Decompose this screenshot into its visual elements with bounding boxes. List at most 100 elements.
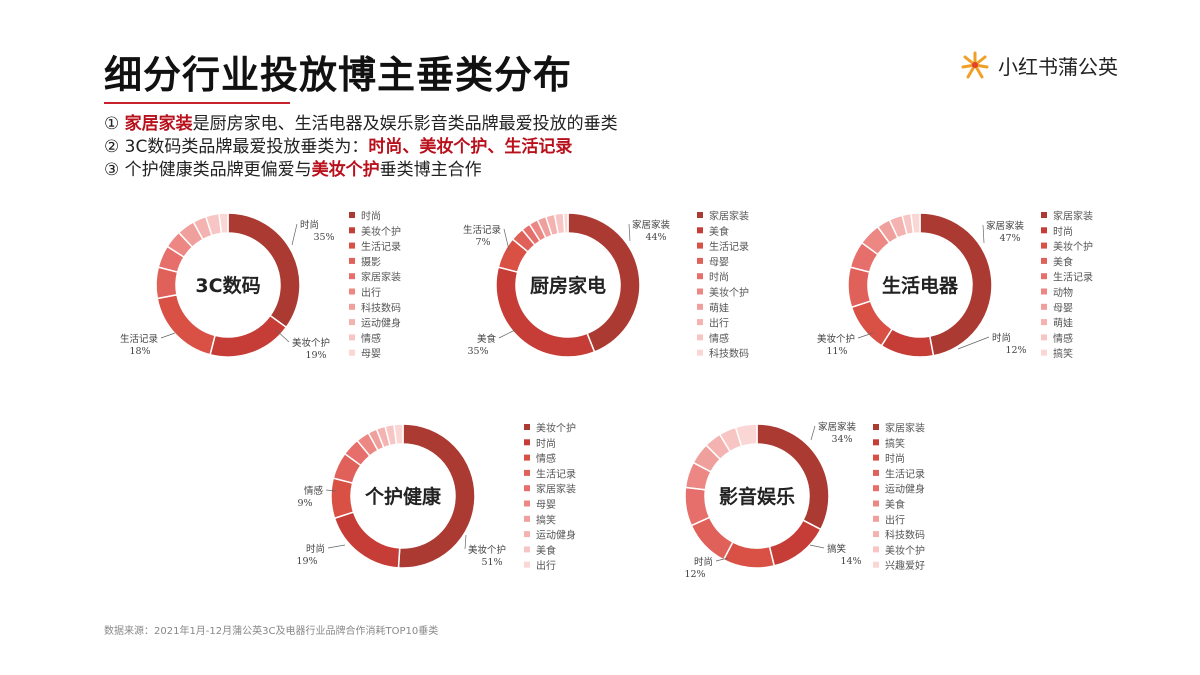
legend-label: 出行 bbox=[536, 559, 556, 572]
legend-label: 情感 bbox=[536, 452, 556, 465]
legend-swatch bbox=[873, 439, 879, 446]
legend-label: 美妆个护 bbox=[709, 286, 749, 299]
legend-swatch bbox=[1041, 334, 1047, 341]
legend-swatch bbox=[873, 454, 879, 461]
donut-center-label: 3C数码 bbox=[195, 274, 260, 297]
legend-label: 出行 bbox=[709, 317, 729, 330]
dandelion-icon bbox=[961, 51, 989, 79]
callout-leader bbox=[715, 557, 729, 562]
callout-leader bbox=[857, 332, 874, 339]
legend-label: 科技数码 bbox=[361, 301, 401, 314]
legend-label: 搞笑 bbox=[1053, 347, 1073, 360]
legend-swatch bbox=[524, 485, 530, 492]
callout-label: 美妆个护 bbox=[817, 333, 855, 345]
legend-label: 家居家装 bbox=[1053, 210, 1093, 223]
legend-swatch bbox=[873, 531, 879, 538]
callout-leader bbox=[503, 228, 510, 251]
callout-value: 9% bbox=[297, 498, 312, 509]
donut-center-label: 生活电器 bbox=[882, 274, 959, 297]
legend-label: 时尚 bbox=[885, 452, 905, 465]
legend-swatch bbox=[1041, 319, 1047, 326]
legend-swatch bbox=[697, 319, 703, 326]
legend-swatch bbox=[697, 349, 703, 356]
donut-slice-家居家装 bbox=[919, 212, 993, 357]
legend-label: 家居家装 bbox=[709, 210, 749, 223]
key-point-1: ① 家居家装是厨房家电、生活电器及娱乐影音类品牌最爱投放的垂类 bbox=[104, 114, 618, 134]
callout-value: 44% bbox=[645, 232, 666, 243]
legend-swatch bbox=[349, 257, 355, 264]
legend-swatch bbox=[349, 288, 355, 295]
callout-value: 12% bbox=[684, 569, 705, 580]
legend-swatch bbox=[524, 454, 530, 461]
legend-label: 美食 bbox=[709, 225, 729, 238]
donut-slice-美妆个护 bbox=[850, 300, 894, 347]
donut-slice-运动健身 bbox=[684, 486, 711, 527]
legend-swatch bbox=[349, 273, 355, 280]
legend-label: 情感 bbox=[709, 332, 729, 345]
donut-center-label: 个护健康 bbox=[364, 485, 442, 508]
legend-label: 搞笑 bbox=[536, 513, 556, 526]
callout-leader bbox=[982, 224, 985, 244]
legend-label: 美食 bbox=[885, 498, 905, 511]
callout-label: 时尚 bbox=[992, 332, 1011, 344]
legend-label: 美妆个护 bbox=[885, 544, 925, 557]
brand-logo: 小红书蒲公英 bbox=[960, 50, 1118, 80]
donut-slice-科技数码 bbox=[562, 212, 569, 234]
legend-label: 时尚 bbox=[1053, 225, 1073, 238]
callout-label: 家居家装 bbox=[818, 421, 857, 433]
legend-label: 生活记录 bbox=[536, 467, 576, 480]
legend-label: 母婴 bbox=[1053, 302, 1073, 314]
callout-leader bbox=[275, 329, 290, 343]
callout-leader bbox=[464, 534, 467, 550]
legend-label: 搞笑 bbox=[885, 437, 905, 450]
legend-swatch bbox=[873, 515, 879, 522]
callout-leader bbox=[498, 329, 516, 339]
donut-slice-搞笑 bbox=[768, 519, 822, 567]
legend-swatch bbox=[1041, 257, 1047, 264]
legend-label: 母婴 bbox=[361, 348, 381, 360]
legend-swatch bbox=[697, 273, 703, 280]
callout-label: 家居家装 bbox=[632, 219, 671, 231]
brand-name: 小红书蒲公英 bbox=[998, 54, 1118, 79]
donut-slice-母婴 bbox=[218, 212, 229, 235]
legend-swatch bbox=[524, 546, 530, 553]
legend-swatch bbox=[873, 424, 879, 430]
legend-label: 美妆个护 bbox=[536, 422, 576, 435]
legend-label: 家居家装 bbox=[885, 422, 925, 435]
callout-leader bbox=[327, 544, 346, 549]
callout-value: 35% bbox=[467, 346, 488, 357]
legend-swatch bbox=[349, 303, 355, 310]
legend-label: 生活记录 bbox=[709, 240, 749, 253]
legend-label: 美妆个护 bbox=[361, 225, 401, 238]
callout-value: 14% bbox=[840, 556, 861, 567]
legend-swatch bbox=[1041, 227, 1047, 234]
key-point-3: ③ 个护健康类品牌更偏爱与美妆个护垂类博主合作 bbox=[104, 160, 482, 180]
callout-value: 51% bbox=[481, 557, 502, 568]
callout-leader bbox=[325, 489, 337, 492]
callout-leader bbox=[291, 223, 298, 246]
legend-swatch bbox=[697, 242, 703, 249]
legend-swatch bbox=[524, 531, 530, 538]
legend-label: 运动健身 bbox=[536, 529, 576, 542]
callout-label: 美妆个护 bbox=[468, 544, 506, 556]
callout-value: 19% bbox=[305, 350, 326, 361]
legend-swatch bbox=[697, 288, 703, 295]
legend-swatch bbox=[1041, 212, 1047, 218]
callout-value: 35% bbox=[313, 232, 334, 243]
donut-center-label: 影音娱乐 bbox=[719, 485, 795, 508]
donut-slice-家居家装 bbox=[567, 212, 641, 353]
callout-label: 美食 bbox=[477, 333, 497, 345]
legend-swatch bbox=[349, 349, 355, 356]
donut-slice-家居家装 bbox=[756, 423, 830, 531]
key-points: ① 家居家装是厨房家电、生活电器及娱乐影音类品牌最爱投放的垂类 ② 3C数码类品… bbox=[104, 113, 618, 182]
legend-swatch bbox=[524, 561, 530, 568]
legend-swatch bbox=[1041, 349, 1047, 356]
legend-label: 摄影 bbox=[361, 255, 381, 268]
donut-slice-时尚 bbox=[333, 511, 401, 569]
page-title: 细分行业投放博主垂类分布 bbox=[104, 53, 573, 97]
donut-slice-美妆个护 bbox=[209, 314, 288, 358]
callout-label: 搞笑 bbox=[827, 543, 847, 555]
legend-swatch bbox=[349, 212, 355, 218]
legend-label: 兴趣爱好 bbox=[885, 559, 925, 572]
callout-label: 时尚 bbox=[694, 556, 713, 568]
